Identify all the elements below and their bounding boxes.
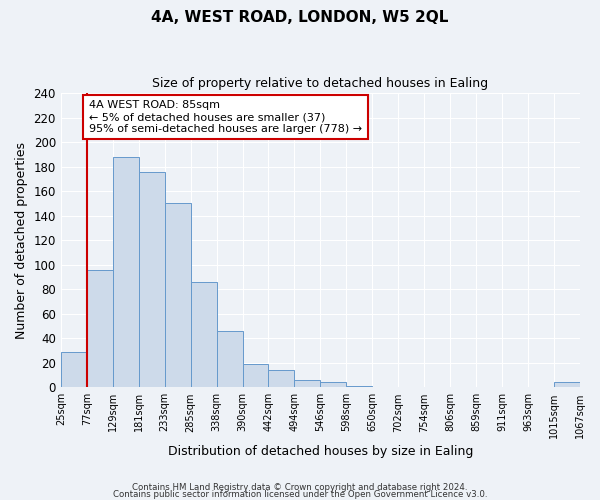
Bar	[113, 157, 139, 388]
Bar	[242, 364, 268, 388]
Text: Contains HM Land Registry data © Crown copyright and database right 2024.: Contains HM Land Registry data © Crown c…	[132, 484, 468, 492]
Bar	[320, 382, 346, 388]
Bar	[217, 331, 242, 388]
Bar	[295, 380, 320, 388]
Text: 4A WEST ROAD: 85sqm
← 5% of detached houses are smaller (37)
95% of semi-detache: 4A WEST ROAD: 85sqm ← 5% of detached hou…	[89, 100, 362, 134]
Bar	[554, 382, 580, 388]
Text: Contains public sector information licensed under the Open Government Licence v3: Contains public sector information licen…	[113, 490, 487, 499]
Bar	[139, 172, 164, 388]
Bar	[191, 282, 217, 388]
Bar	[164, 204, 191, 388]
Title: Size of property relative to detached houses in Ealing: Size of property relative to detached ho…	[152, 78, 488, 90]
Bar	[87, 270, 113, 388]
Text: 4A, WEST ROAD, LONDON, W5 2QL: 4A, WEST ROAD, LONDON, W5 2QL	[151, 10, 449, 25]
Bar	[346, 386, 373, 388]
Bar	[268, 370, 295, 388]
Y-axis label: Number of detached properties: Number of detached properties	[15, 142, 28, 338]
X-axis label: Distribution of detached houses by size in Ealing: Distribution of detached houses by size …	[168, 444, 473, 458]
Bar	[61, 352, 87, 388]
